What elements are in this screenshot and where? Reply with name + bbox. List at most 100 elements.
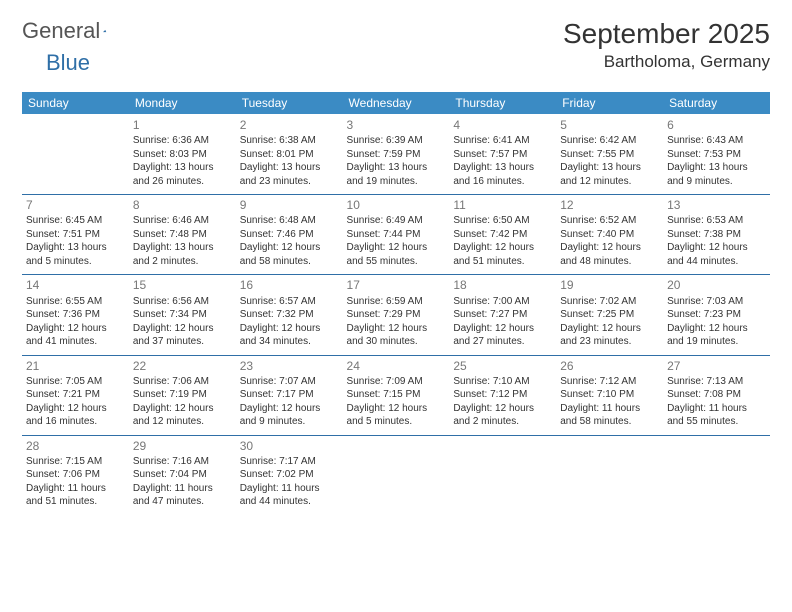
calendar-cell	[556, 435, 663, 515]
calendar-cell: 25Sunrise: 7:10 AMSunset: 7:12 PMDayligh…	[449, 355, 556, 435]
calendar-cell: 8Sunrise: 6:46 AMSunset: 7:48 PMDaylight…	[129, 195, 236, 275]
sunset-text: Sunset: 7:32 PM	[240, 308, 339, 322]
calendar-cell	[343, 435, 450, 515]
sunrise-text: Sunrise: 6:57 AM	[240, 295, 339, 309]
sunset-text: Sunset: 7:44 PM	[347, 228, 446, 242]
calendar-cell: 6Sunrise: 6:43 AMSunset: 7:53 PMDaylight…	[663, 114, 770, 195]
daylight-text: Daylight: 12 hours and 9 minutes.	[240, 402, 339, 429]
sunrise-text: Sunrise: 6:36 AM	[133, 134, 232, 148]
daylight-text: Daylight: 12 hours and 48 minutes.	[560, 241, 659, 268]
day-header: Monday	[129, 92, 236, 114]
sunrise-text: Sunrise: 7:06 AM	[133, 375, 232, 389]
calendar-cell	[22, 114, 129, 195]
day-number: 22	[133, 358, 232, 374]
day-number: 29	[133, 438, 232, 454]
sunset-text: Sunset: 7:34 PM	[133, 308, 232, 322]
sunrise-text: Sunrise: 7:17 AM	[240, 455, 339, 469]
day-number: 4	[453, 117, 552, 133]
daylight-text: Daylight: 13 hours and 19 minutes.	[347, 161, 446, 188]
sunset-text: Sunset: 7:15 PM	[347, 388, 446, 402]
calendar-cell: 14Sunrise: 6:55 AMSunset: 7:36 PMDayligh…	[22, 275, 129, 355]
sunrise-text: Sunrise: 6:52 AM	[560, 214, 659, 228]
daylight-text: Daylight: 12 hours and 12 minutes.	[133, 402, 232, 429]
sunrise-text: Sunrise: 7:07 AM	[240, 375, 339, 389]
calendar-cell: 17Sunrise: 6:59 AMSunset: 7:29 PMDayligh…	[343, 275, 450, 355]
sunset-text: Sunset: 7:59 PM	[347, 148, 446, 162]
sunrise-text: Sunrise: 6:38 AM	[240, 134, 339, 148]
day-number: 27	[667, 358, 766, 374]
sunrise-text: Sunrise: 7:12 AM	[560, 375, 659, 389]
calendar-cell: 26Sunrise: 7:12 AMSunset: 7:10 PMDayligh…	[556, 355, 663, 435]
sunrise-text: Sunrise: 6:48 AM	[240, 214, 339, 228]
sunset-text: Sunset: 7:55 PM	[560, 148, 659, 162]
day-header: Saturday	[663, 92, 770, 114]
daylight-text: Daylight: 13 hours and 9 minutes.	[667, 161, 766, 188]
calendar-cell: 23Sunrise: 7:07 AMSunset: 7:17 PMDayligh…	[236, 355, 343, 435]
sunset-text: Sunset: 7:19 PM	[133, 388, 232, 402]
daylight-text: Daylight: 11 hours and 51 minutes.	[26, 482, 125, 509]
sunrise-text: Sunrise: 7:09 AM	[347, 375, 446, 389]
sunrise-text: Sunrise: 6:55 AM	[26, 295, 125, 309]
daylight-text: Daylight: 11 hours and 58 minutes.	[560, 402, 659, 429]
daylight-text: Daylight: 11 hours and 55 minutes.	[667, 402, 766, 429]
sunrise-text: Sunrise: 6:45 AM	[26, 214, 125, 228]
day-number: 1	[133, 117, 232, 133]
sunrise-text: Sunrise: 6:43 AM	[667, 134, 766, 148]
calendar-cell: 30Sunrise: 7:17 AMSunset: 7:02 PMDayligh…	[236, 435, 343, 515]
daylight-text: Daylight: 12 hours and 41 minutes.	[26, 322, 125, 349]
day-number: 24	[347, 358, 446, 374]
daylight-text: Daylight: 11 hours and 47 minutes.	[133, 482, 232, 509]
sunset-text: Sunset: 7:51 PM	[26, 228, 125, 242]
daylight-text: Daylight: 11 hours and 44 minutes.	[240, 482, 339, 509]
day-number: 23	[240, 358, 339, 374]
daylight-text: Daylight: 13 hours and 5 minutes.	[26, 241, 125, 268]
calendar-cell: 27Sunrise: 7:13 AMSunset: 7:08 PMDayligh…	[663, 355, 770, 435]
sunset-text: Sunset: 7:02 PM	[240, 468, 339, 482]
sunset-text: Sunset: 7:12 PM	[453, 388, 552, 402]
calendar-cell	[449, 435, 556, 515]
sunrise-text: Sunrise: 7:02 AM	[560, 295, 659, 309]
sunrise-text: Sunrise: 7:16 AM	[133, 455, 232, 469]
daylight-text: Daylight: 13 hours and 26 minutes.	[133, 161, 232, 188]
day-number: 16	[240, 277, 339, 293]
day-number: 19	[560, 277, 659, 293]
sunset-text: Sunset: 7:08 PM	[667, 388, 766, 402]
sunrise-text: Sunrise: 7:10 AM	[453, 375, 552, 389]
sunset-text: Sunset: 7:40 PM	[560, 228, 659, 242]
day-number: 21	[26, 358, 125, 374]
day-header: Thursday	[449, 92, 556, 114]
calendar-cell: 18Sunrise: 7:00 AMSunset: 7:27 PMDayligh…	[449, 275, 556, 355]
title-block: September 2025 Bartholoma, Germany	[563, 18, 770, 72]
sunrise-text: Sunrise: 6:50 AM	[453, 214, 552, 228]
day-number: 30	[240, 438, 339, 454]
sunset-text: Sunset: 7:36 PM	[26, 308, 125, 322]
sunset-text: Sunset: 7:21 PM	[26, 388, 125, 402]
sunset-text: Sunset: 7:29 PM	[347, 308, 446, 322]
day-number: 20	[667, 277, 766, 293]
sunset-text: Sunset: 7:38 PM	[667, 228, 766, 242]
day-number: 11	[453, 197, 552, 213]
sunrise-text: Sunrise: 6:39 AM	[347, 134, 446, 148]
sunrise-text: Sunrise: 6:46 AM	[133, 214, 232, 228]
sunset-text: Sunset: 7:25 PM	[560, 308, 659, 322]
daylight-text: Daylight: 12 hours and 37 minutes.	[133, 322, 232, 349]
sunrise-text: Sunrise: 6:49 AM	[347, 214, 446, 228]
calendar-cell: 10Sunrise: 6:49 AMSunset: 7:44 PMDayligh…	[343, 195, 450, 275]
sunrise-text: Sunrise: 6:59 AM	[347, 295, 446, 309]
calendar-cell: 19Sunrise: 7:02 AMSunset: 7:25 PMDayligh…	[556, 275, 663, 355]
daylight-text: Daylight: 13 hours and 12 minutes.	[560, 161, 659, 188]
day-number: 7	[26, 197, 125, 213]
daylight-text: Daylight: 12 hours and 16 minutes.	[26, 402, 125, 429]
daylight-text: Daylight: 12 hours and 5 minutes.	[347, 402, 446, 429]
day-number: 15	[133, 277, 232, 293]
sunrise-text: Sunrise: 7:00 AM	[453, 295, 552, 309]
day-number: 17	[347, 277, 446, 293]
daylight-text: Daylight: 12 hours and 27 minutes.	[453, 322, 552, 349]
calendar-week-row: 28Sunrise: 7:15 AMSunset: 7:06 PMDayligh…	[22, 435, 770, 515]
calendar-cell: 11Sunrise: 6:50 AMSunset: 7:42 PMDayligh…	[449, 195, 556, 275]
calendar-cell: 5Sunrise: 6:42 AMSunset: 7:55 PMDaylight…	[556, 114, 663, 195]
sunset-text: Sunset: 7:10 PM	[560, 388, 659, 402]
daylight-text: Daylight: 12 hours and 44 minutes.	[667, 241, 766, 268]
sunrise-text: Sunrise: 6:42 AM	[560, 134, 659, 148]
day-number: 5	[560, 117, 659, 133]
